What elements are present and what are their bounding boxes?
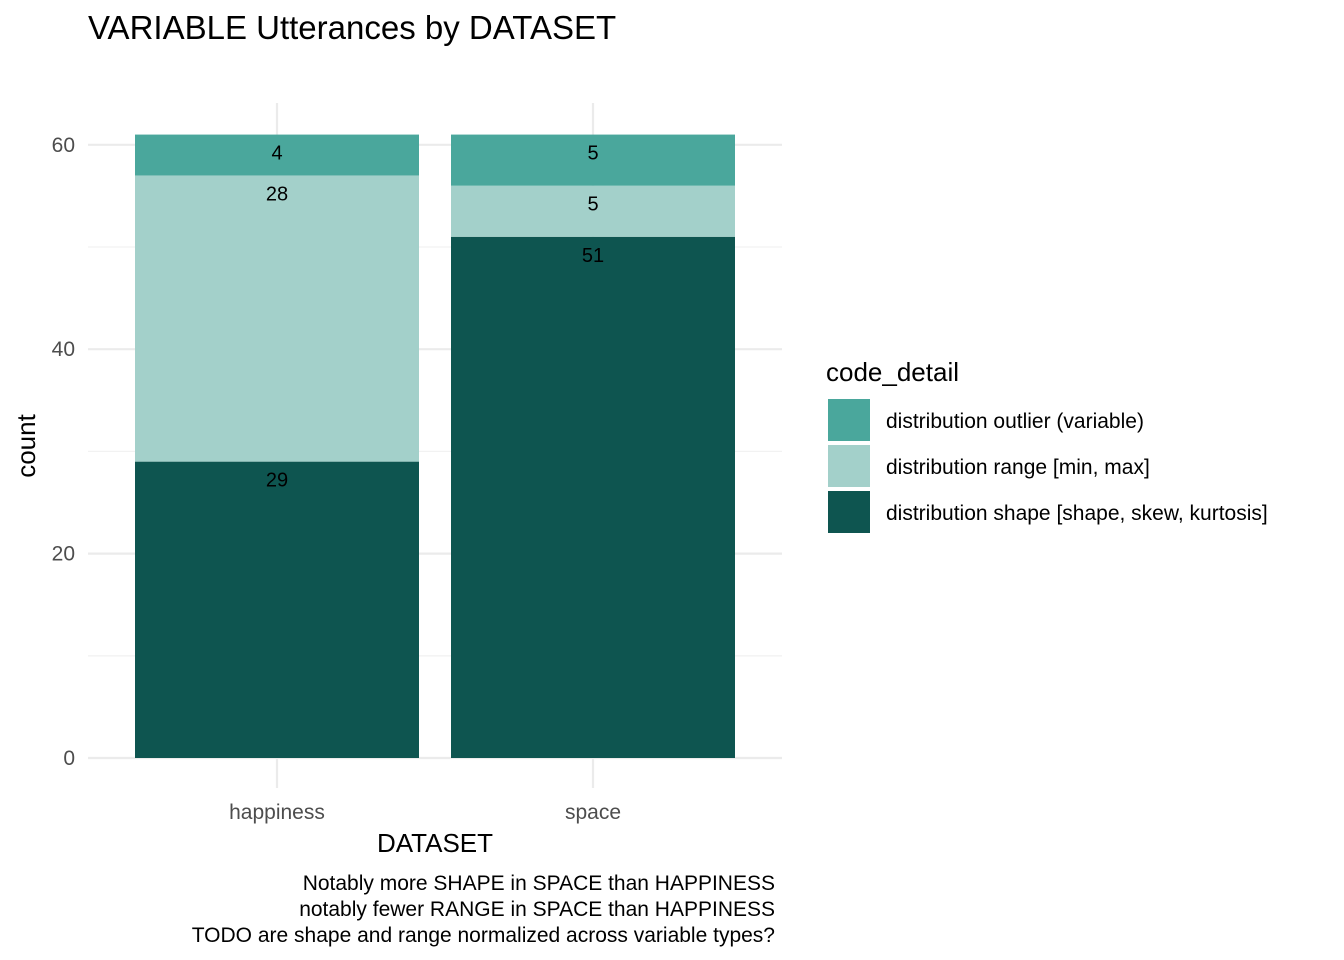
legend-key [828,445,870,487]
y-tick-label: 60 [52,134,75,157]
data-label: 4 [271,143,282,165]
legend-label: distribution outlier (variable) [886,410,1144,433]
caption: Notably more SHAPE in SPACE than HAPPINE… [192,872,775,947]
plot-panel: 0 20 40 60 happiness space 29 28 4 51 5 5 [52,103,782,824]
legend: code_detail distribution outlier (variab… [826,357,1268,533]
x-axis-title: DATASET [377,828,493,858]
legend-key [828,399,870,441]
legend-items: distribution outlier (variable) distribut… [828,399,1268,533]
caption-line-1: Notably more SHAPE in SPACE than HAPPINE… [303,872,775,895]
legend-label: distribution shape [shape, skew, kurtosi… [886,502,1268,525]
legend-label: distribution range [min, max] [886,456,1150,479]
chart-title: VARIABLE Utterances by DATASET [88,9,616,46]
data-label: 5 [587,194,598,216]
data-label: 28 [266,183,288,205]
x-tick-label: happiness [229,801,325,824]
y-tick-label: 0 [63,747,75,770]
legend-title: code_detail [826,357,959,387]
y-tick-label: 40 [52,338,75,361]
data-label: 5 [587,143,598,165]
data-label: 29 [266,470,288,492]
bar-segment [135,175,419,462]
y-axis-title: count [11,413,41,477]
y-tick-label: 20 [52,543,75,566]
x-tick-label: space [565,801,621,824]
bar-segment [451,236,735,758]
bar-segment [451,134,735,186]
caption-line-3: TODO are shape and range normalized acro… [192,924,775,947]
caption-line-2: notably fewer RANGE in SPACE than HAPPIN… [299,898,775,921]
data-label: 51 [582,245,604,267]
bar-segment [135,134,419,176]
legend-key [828,491,870,533]
bar-segment [135,461,419,758]
bar-segment [451,185,735,237]
